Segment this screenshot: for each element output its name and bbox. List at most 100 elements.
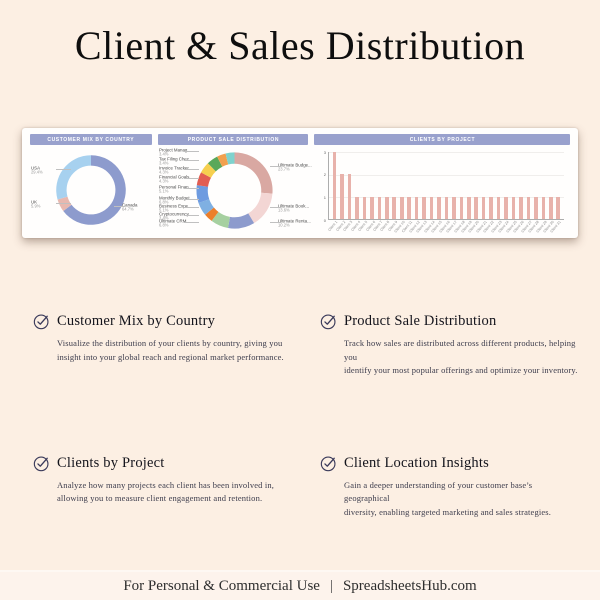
product-sale-chart-body: Ultimate Budge... 23.7% Ultimate Book... 13… bbox=[158, 147, 312, 234]
feature-description: Track how sales are distributed across d… bbox=[344, 338, 578, 376]
donut-segment bbox=[63, 155, 126, 225]
donut-segment bbox=[217, 153, 229, 167]
bar bbox=[340, 174, 344, 219]
check-circle-icon bbox=[33, 314, 49, 330]
product-sale-donut-chart bbox=[196, 152, 273, 229]
bar-slot: Client 27 bbox=[520, 152, 532, 233]
bar-slot: Client 1 bbox=[328, 152, 339, 232]
bar-slot: Client 28 bbox=[528, 152, 540, 233]
bar-slot: Client 22 bbox=[483, 152, 495, 233]
bar bbox=[429, 196, 434, 219]
bar bbox=[444, 196, 449, 219]
features-grid: Customer Mix by Country Visualize the di… bbox=[33, 313, 578, 520]
donut-segment bbox=[234, 152, 273, 194]
donut-segment bbox=[205, 207, 219, 221]
bar bbox=[481, 196, 486, 219]
bar bbox=[541, 196, 546, 219]
bar-slot: Client 2 bbox=[335, 152, 346, 232]
feature-title: Clients by Project bbox=[57, 454, 165, 471]
check-circle-icon bbox=[320, 314, 336, 330]
bar-slot: Client 30 bbox=[542, 152, 555, 233]
footer-bar: For Personal & Commercial Use | Spreadsh… bbox=[0, 570, 600, 600]
donut-callout-label: USA 29.4% bbox=[31, 166, 71, 185]
bar bbox=[370, 196, 374, 219]
footer-separator: | bbox=[329, 577, 333, 594]
donut-segment bbox=[201, 163, 216, 178]
feature-description: Analyze how many projects each client ha… bbox=[57, 479, 275, 504]
bar-slot: Client 20 bbox=[468, 152, 480, 233]
customer-mix-donut-chart bbox=[56, 155, 126, 225]
feature-customer-mix: Customer Mix by Country Visualize the di… bbox=[33, 313, 320, 378]
donut-callout-label: Invoice Tracker... 4.3% bbox=[159, 166, 199, 185]
y-axis-tick-label: 1 bbox=[323, 195, 326, 200]
donut-callout-label: Ultimate Renta... 10.2% bbox=[270, 219, 311, 238]
bar-slot: Client 13 bbox=[416, 152, 428, 233]
customer-mix-chart-body: Canada 64.7% UK 5.9% USA 29.4% bbox=[30, 147, 152, 234]
bar bbox=[399, 196, 404, 219]
bar-slot: Client 10 bbox=[393, 152, 406, 233]
feature-heading-row: Clients by Project bbox=[33, 455, 320, 472]
donut-callout-label: Ultimate Budge... 23.7% bbox=[270, 163, 312, 182]
bar bbox=[407, 196, 411, 219]
feature-heading-row: Client Location Insights bbox=[320, 455, 578, 472]
feature-description: Gain a deeper understanding of your cust… bbox=[344, 479, 552, 517]
donut-callout-label: Project Manag... 3.4% bbox=[159, 148, 199, 167]
footer-site-text: SpreadsheetsHub.com bbox=[342, 577, 477, 594]
bar-slot: Client 23 bbox=[490, 152, 503, 233]
donut-segment bbox=[207, 156, 223, 172]
bar-slot: Client 14 bbox=[423, 152, 435, 233]
bar-slot: Client 8 bbox=[380, 152, 391, 232]
bar bbox=[437, 196, 441, 219]
bar bbox=[377, 196, 382, 219]
bar bbox=[548, 196, 553, 219]
donut-segment bbox=[248, 192, 273, 224]
feature-client-location: Client Location Insights Gain a deeper u… bbox=[320, 455, 578, 520]
bar bbox=[504, 196, 508, 219]
bar bbox=[332, 152, 337, 219]
chart-header-label: PRODUCT SALE DISTRIBUTION bbox=[187, 136, 279, 143]
bar-slot: Client 12 bbox=[408, 152, 421, 233]
chart-header: PRODUCT SALE DISTRIBUTION bbox=[158, 134, 308, 145]
donut-callout-label: UK 5.9% bbox=[31, 200, 71, 219]
bar-slot: Client 29 bbox=[535, 152, 547, 233]
bar-slot: Client 21 bbox=[475, 152, 488, 233]
bar bbox=[474, 196, 479, 219]
donut-callout-label: Cryptocurrency... 3.4% bbox=[159, 211, 199, 231]
bar bbox=[362, 196, 367, 219]
feature-title: Client Location Insights bbox=[344, 454, 489, 471]
check-circle-icon bbox=[320, 456, 336, 472]
bar bbox=[355, 196, 359, 219]
footer-license-text: For Personal & Commercial Use bbox=[123, 577, 320, 594]
check-circle-icon bbox=[33, 456, 49, 472]
donut-segment bbox=[196, 185, 210, 203]
bar bbox=[467, 196, 471, 219]
bar bbox=[452, 196, 456, 219]
bar-slot: Client 3 bbox=[342, 152, 353, 232]
gridline bbox=[328, 152, 564, 153]
dashboard-strip: CUSTOMER MIX BY COUNTRY Canada 64.7% UK 5.9… bbox=[22, 128, 578, 238]
chart-header-label: CUSTOMER MIX BY COUNTRY bbox=[47, 136, 135, 143]
gridline bbox=[328, 174, 564, 176]
bar-slot: Client 25 bbox=[505, 152, 517, 233]
bar bbox=[414, 196, 419, 219]
bar bbox=[526, 196, 531, 219]
bar-slot: Client 4 bbox=[350, 152, 361, 232]
donut-segment bbox=[198, 199, 214, 215]
donut-callout-label: Ultimate Book... 13.6% bbox=[270, 204, 309, 223]
bar-slot: Client 9 bbox=[387, 152, 398, 232]
bar-slot: Client 16 bbox=[438, 152, 450, 233]
donut-segment bbox=[196, 172, 212, 187]
bar bbox=[496, 196, 501, 219]
clients-by-project-chart-body: Client 1 Client 2 Client 3 Client 4 Client 5… bbox=[314, 147, 570, 234]
bar-slot: Client 17 bbox=[446, 152, 458, 233]
donut-callout-label: Canada 64.7% bbox=[114, 203, 152, 222]
feature-heading-row: Product Sale Distribution bbox=[320, 313, 578, 330]
feature-description: Visualize the distribution of your clien… bbox=[57, 338, 284, 362]
bar bbox=[489, 196, 493, 219]
bar-slot: Client 31 bbox=[550, 152, 562, 233]
feature-clients-by-project: Clients by Project Analyze how many proj… bbox=[33, 455, 320, 520]
bar bbox=[385, 196, 389, 219]
bar-slot: Client 7 bbox=[372, 152, 383, 232]
donut-callout-label: Personal Finan... 5.1% bbox=[159, 184, 199, 204]
donut-callout-label: Financial Goals... 4.3% bbox=[159, 175, 199, 194]
